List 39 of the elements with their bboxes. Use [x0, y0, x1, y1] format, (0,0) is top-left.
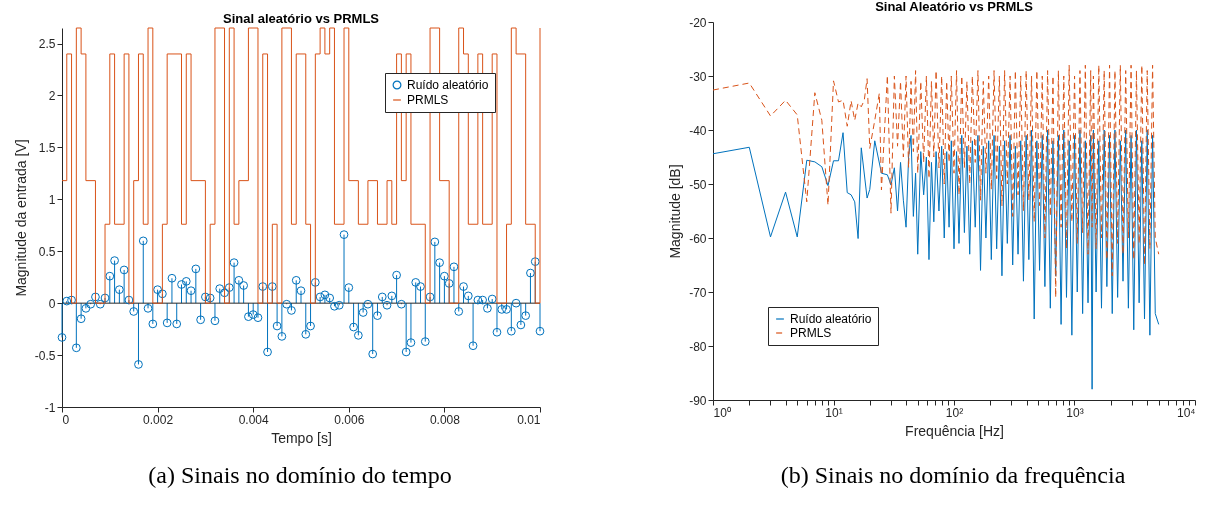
legend-label: PRMLS	[407, 93, 449, 107]
y-tick-label: -30	[689, 69, 707, 84]
x-tick-label: 10²	[945, 405, 964, 420]
y-tick-label: -1	[44, 400, 56, 415]
x-axis-title: Frequência [Hz]	[905, 422, 1004, 439]
y-tick-label: -20	[689, 15, 707, 30]
x-tick-label: 0.008	[429, 412, 461, 427]
y-tick-label: 2.5	[38, 37, 56, 52]
text: (b) Sinais no domínio da frequência	[780, 462, 1126, 489]
x-tick-label: 0.004	[238, 412, 270, 427]
chart-title: Sinal aleatório vs PRMLS	[222, 10, 380, 26]
y-tick-label: -60	[689, 231, 707, 246]
legend-label: Ruído aleatório	[407, 78, 489, 92]
x-tick-label: 0.006	[334, 412, 365, 427]
x-tick-label: 10⁴	[1176, 405, 1196, 420]
y-tick-label: -90	[689, 393, 707, 408]
y-tick-label: 0	[48, 296, 56, 311]
text: (a) Sinais no domínio do tempo	[148, 462, 452, 489]
legend-label: PRMLS	[790, 326, 832, 340]
y-tick-label: -80	[689, 339, 707, 354]
y-tick-label: 0.5	[38, 244, 56, 259]
y-tick-label: -0.5	[34, 348, 56, 363]
x-tick-label: 10³	[1066, 405, 1084, 420]
x-tick-label: 10⁰	[713, 405, 731, 420]
x-axis-title: Tempo [s]	[271, 429, 332, 446]
y-tick-label: 2	[48, 88, 56, 103]
x-tick-label: 0	[62, 412, 70, 427]
x-tick-label: 0.01	[517, 412, 541, 427]
y-tick-label: 1.5	[38, 140, 56, 155]
y-tick-label: -70	[689, 285, 707, 300]
legend-label: Ruído aleatório	[790, 312, 872, 326]
y-axis-title: Magnitude [dB]	[667, 164, 684, 259]
y-tick-label: 1	[48, 192, 56, 207]
y-tick-label: -40	[689, 123, 707, 138]
x-tick-label: 10¹	[825, 405, 843, 420]
chart-title: Sinal Aleatório vs PRMLS	[875, 0, 1034, 14]
y-tick-label: -50	[689, 177, 707, 192]
y-axis-title: Magnitude da entrada [V]	[12, 139, 29, 297]
x-tick-label: 0.002	[143, 412, 174, 427]
